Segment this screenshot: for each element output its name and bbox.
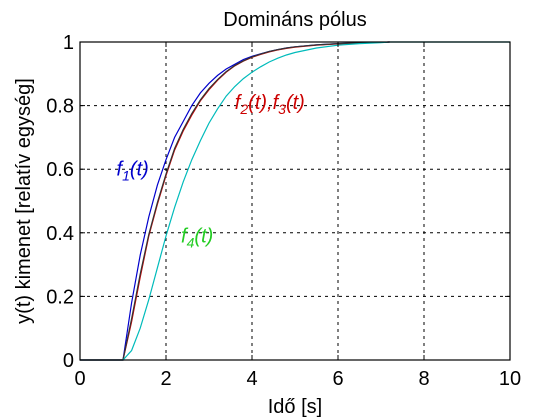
- y-tick-label-4: 0.8: [46, 96, 74, 118]
- ticks: 0 2 4 6 8 10 0 0.2 0.4 0.6 0.8 1: [46, 32, 521, 390]
- annotation-1: f1(t): [117, 159, 149, 184]
- y-tick-label-0: 0: [63, 350, 74, 372]
- x-tick-label-1: 2: [160, 368, 171, 390]
- series-layer: [80, 41, 510, 361]
- x-tick-label-5: 10: [499, 368, 521, 390]
- x-axis-label: Idő [s]: [268, 396, 322, 418]
- series-line-2: [80, 41, 390, 361]
- x-tick-label-0: 0: [74, 368, 85, 390]
- plot-frame: [79, 41, 511, 361]
- y-tick-label-3: 0.6: [46, 159, 74, 181]
- y-tick-label-5: 1: [63, 32, 74, 54]
- series-line-1: [80, 41, 390, 361]
- annotations: f1(t) f2(t),f3(t) f4(t): [117, 92, 305, 251]
- y-axis-label: y(t) kimenet [relatív egység]: [13, 78, 35, 324]
- x-tick-label-3: 6: [332, 368, 343, 390]
- x-tick-label-4: 8: [418, 368, 429, 390]
- grid: [80, 42, 510, 360]
- series-line-4: [80, 41, 390, 361]
- annotation-2: f2(t),f3(t): [235, 92, 305, 117]
- chart-title: Domináns pólus: [223, 9, 366, 31]
- x-tick-label-2: 4: [246, 368, 257, 390]
- y-tick-label-2: 0.4: [46, 223, 74, 245]
- y-tick-label-1: 0.2: [46, 286, 74, 308]
- annotation-3: f4(t): [181, 225, 213, 250]
- series-line-3: [80, 41, 390, 361]
